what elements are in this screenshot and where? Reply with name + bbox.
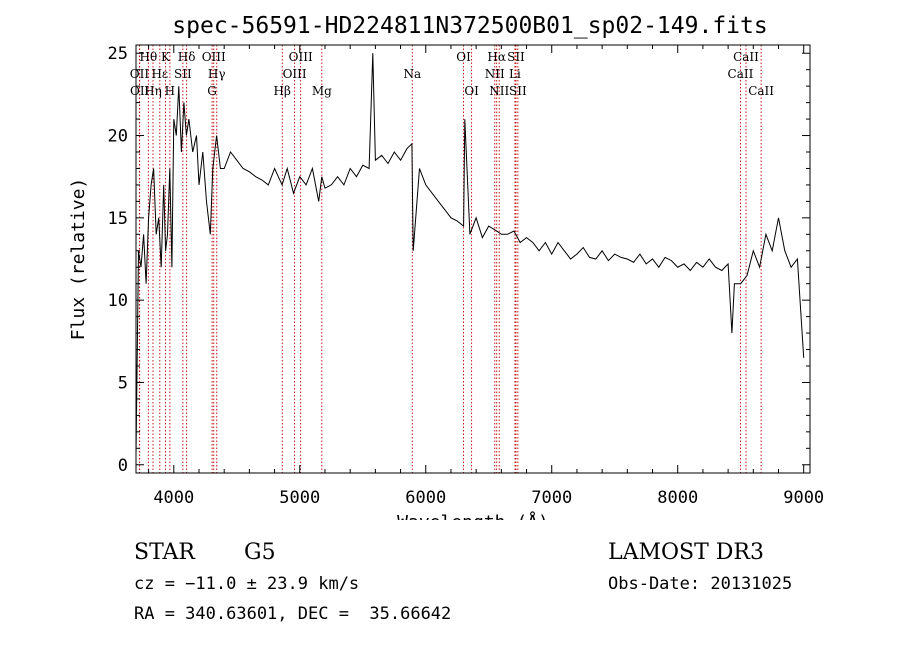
- y-tick-label-15: 15: [108, 209, 128, 229]
- coordinates: RA = 340.63601, DEC = 35.66642: [134, 604, 452, 624]
- marker-label-16: Na: [403, 67, 421, 81]
- marker-label-17: OI: [456, 50, 471, 64]
- object-class: STAR: [134, 540, 195, 565]
- marker-label-1: OII: [130, 84, 150, 98]
- marker-label-19: Hα: [487, 50, 506, 64]
- y-tick-label-5: 5: [118, 373, 128, 393]
- marker-label-20: NII: [485, 67, 505, 81]
- obs-date: Obs-Date: 20131025: [608, 574, 793, 594]
- emission-line-markers: [138, 45, 762, 473]
- x-tick-label-4000: 4000: [153, 488, 194, 508]
- marker-label-24: SII: [509, 84, 527, 98]
- marker-label-15: Mg: [312, 84, 332, 98]
- marker-label-8: Hδ: [178, 50, 196, 64]
- marker-label-22: SII: [507, 50, 525, 64]
- redshift-readout: cz = −11.0 ± 23.9 km/s: [134, 574, 360, 594]
- marker-label-5: K: [161, 50, 171, 64]
- spectrum-chart: spec-56591-HD224811N372500B01_sp02-149.f…: [68, 13, 824, 520]
- marker-label-27: CaII: [748, 84, 774, 98]
- emission-line-labels: OII OII Hθ Hη Hε K H SII Hδ OIII Hγ G Hβ OIII OIII Mg Na…: [130, 50, 775, 98]
- x-axis: 4000 5000 6000 7000 8000 9000: [148, 45, 824, 508]
- x-tick-label-5000: 5000: [279, 488, 320, 508]
- marker-label-14: OIII: [289, 50, 313, 64]
- marker-label-18: OI: [464, 84, 479, 98]
- x-tick-label-6000: 6000: [405, 488, 446, 508]
- marker-label-23: Li: [509, 67, 521, 81]
- marker-label-13: OIII: [283, 67, 307, 81]
- x-tick-label-8000: 8000: [657, 488, 698, 508]
- y-axis-label: Flux (relative): [68, 178, 89, 341]
- x-tick-label-9000: 9000: [783, 488, 824, 508]
- x-tick-label-7000: 7000: [531, 488, 572, 508]
- y-tick-label-0: 0: [118, 456, 128, 476]
- marker-label-21: NII: [489, 84, 509, 98]
- marker-label-26: CaII: [728, 67, 754, 81]
- marker-label-6: H: [165, 84, 175, 98]
- marker-label-12: Hβ: [274, 84, 291, 98]
- marker-label-4: Hε: [151, 67, 168, 81]
- marker-label-3: Hη: [144, 84, 162, 98]
- marker-label-0: OII: [130, 67, 150, 81]
- y-axis: 0 5 10 15 20 25: [108, 44, 810, 476]
- chart-title: spec-56591-HD224811N372500B01_sp02-149.f…: [172, 13, 767, 39]
- marker-label-9: OIII: [202, 50, 226, 64]
- survey-label: LAMOST DR3: [608, 540, 764, 565]
- x-axis-label: Wavelength (Å): [397, 511, 549, 520]
- marker-label-25: CaII: [733, 50, 759, 64]
- plot-frame: [135, 44, 811, 474]
- flux-series-line: [135, 53, 805, 457]
- marker-label-2: Hθ: [139, 50, 157, 64]
- y-tick-label-25: 25: [108, 44, 128, 64]
- object-subclass: G5: [244, 540, 276, 565]
- marker-label-11: G: [207, 84, 217, 98]
- marker-label-7: SII: [174, 67, 192, 81]
- y-tick-label-20: 20: [108, 127, 128, 147]
- y-tick-label-10: 10: [108, 291, 128, 311]
- marker-label-10: Hγ: [208, 67, 226, 81]
